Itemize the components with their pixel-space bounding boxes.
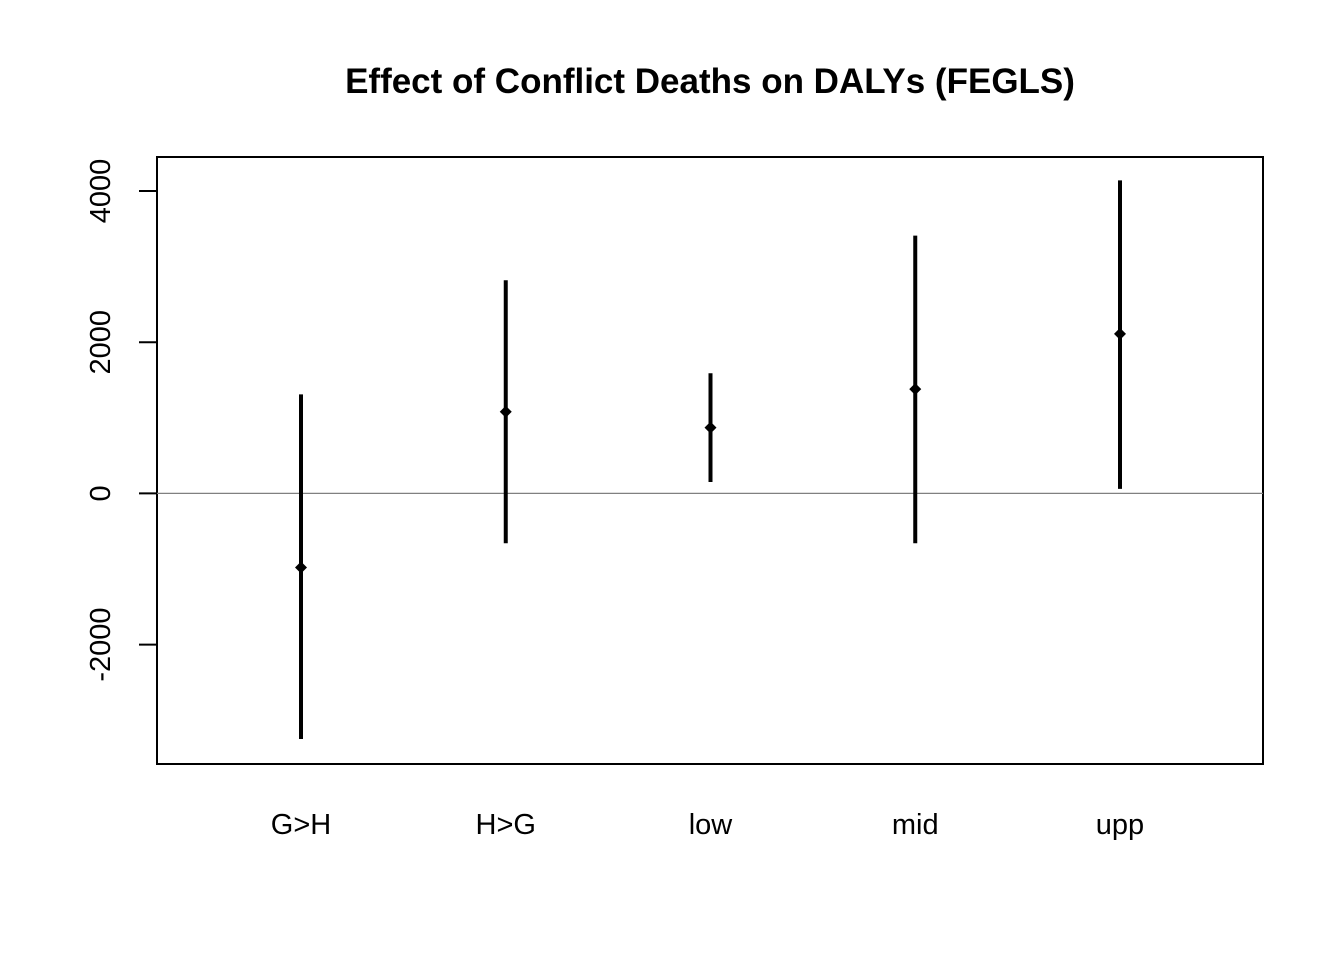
point-estimate-2 (704, 421, 717, 434)
x-tick-label: upp (1096, 809, 1144, 841)
x-tick-label: low (689, 809, 734, 841)
error-bars (295, 180, 1126, 740)
x-tick-label: mid (892, 809, 939, 841)
y-tick-label: 4000 (85, 159, 117, 224)
x-tick-label: H>G (476, 809, 536, 841)
x-axis-labels: G>H H>G low mid upp (271, 809, 1144, 841)
point-estimate-0 (295, 561, 307, 574)
point-estimate-1 (499, 405, 512, 418)
y-tick-label: 0 (85, 485, 117, 501)
y-axis: -2000 0 2000 4000 (85, 159, 158, 682)
x-tick-label: G>H (271, 809, 331, 841)
point-estimate-3 (909, 383, 922, 396)
y-tick-label: -2000 (85, 607, 117, 681)
y-tick-label: 2000 (85, 310, 117, 375)
point-estimate-4 (1114, 327, 1126, 340)
chart-title: Effect of Conflict Deaths on DALYs (FEGL… (345, 62, 1075, 101)
